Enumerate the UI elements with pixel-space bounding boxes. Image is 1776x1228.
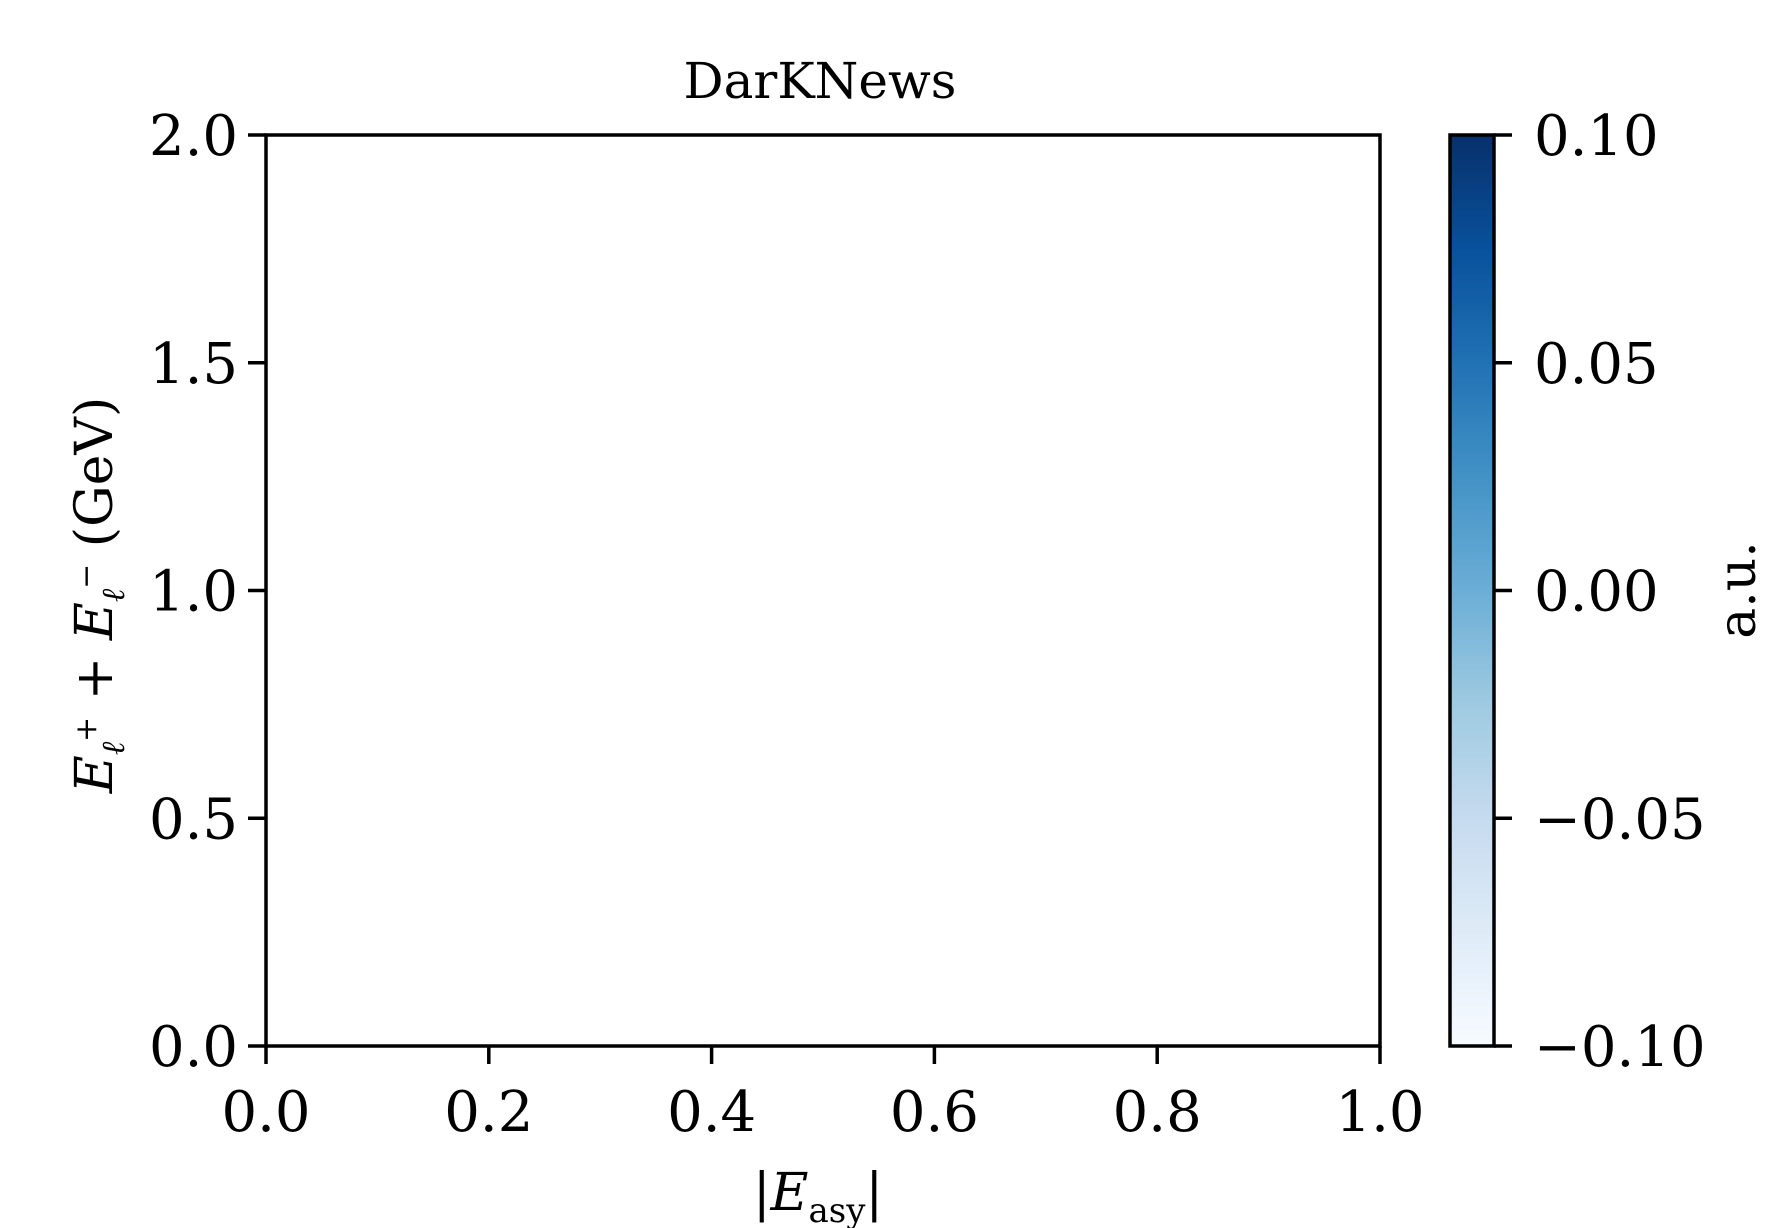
plot-area — [264, 133, 1382, 1048]
colorbar-tick-label: 0.10 — [1534, 104, 1659, 169]
x-tick-label: 0.0 — [221, 1080, 310, 1145]
colorbar-tick-label: −0.05 — [1534, 787, 1706, 852]
y-tick-label: 1.5 — [149, 332, 238, 397]
y-tick-label: 2.0 — [149, 104, 238, 169]
y-tick-label: 0.0 — [149, 1015, 238, 1080]
colorbar-tick-label: −0.10 — [1534, 1015, 1706, 1080]
x-tick-label: 0.6 — [890, 1080, 979, 1145]
y-axis-label: Eℓ+ + Eℓ− (GeV) — [65, 397, 132, 794]
y-tick-label: 1.0 — [149, 560, 238, 625]
x-axis: 0.0 0.2 0.4 0.6 0.8 1.0 — [221, 1046, 1425, 1145]
colorbar-label: a.u. — [1708, 541, 1768, 639]
colorbar-axis: −0.10 −0.05 0.00 0.05 0.10 — [1494, 104, 1706, 1080]
y-tick-label: 0.5 — [149, 787, 238, 852]
chart-title: DarKNews — [684, 52, 957, 110]
colorbar-tick-label: 0.05 — [1534, 332, 1659, 397]
x-tick-label: 0.2 — [444, 1080, 533, 1145]
x-tick-label: 0.8 — [1113, 1080, 1202, 1145]
colorbar — [1448, 133, 1496, 1048]
y-axis: 0.0 0.5 1.0 1.5 2.0 — [149, 104, 266, 1080]
x-tick-label: 0.4 — [667, 1080, 756, 1145]
colorbar-tick-label: 0.00 — [1534, 560, 1659, 625]
x-tick-label: 1.0 — [1335, 1080, 1424, 1145]
x-axis-label: |Easy| — [753, 1163, 883, 1228]
